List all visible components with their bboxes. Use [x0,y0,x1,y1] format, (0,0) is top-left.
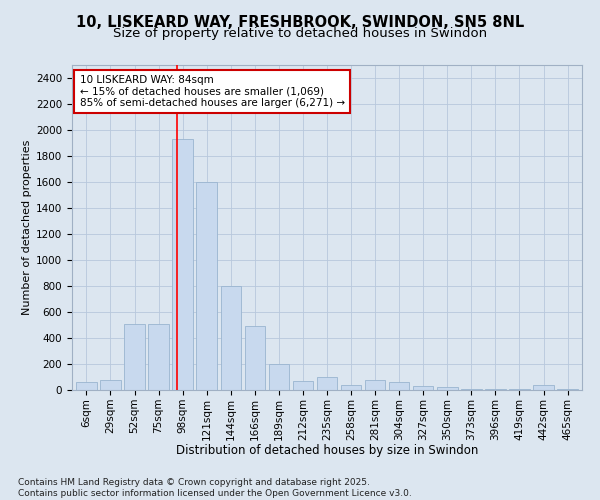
Bar [389,382,409,390]
Bar [461,388,482,390]
Bar [413,386,433,390]
Bar [533,385,554,390]
Text: 10, LISKEARD WAY, FRESHBROOK, SWINDON, SN5 8NL: 10, LISKEARD WAY, FRESHBROOK, SWINDON, S… [76,15,524,30]
Bar [341,385,361,390]
Bar [124,324,145,390]
X-axis label: Distribution of detached houses by size in Swindon: Distribution of detached houses by size … [176,444,478,457]
Bar [148,324,169,390]
Bar [172,139,193,390]
Bar [245,326,265,390]
Text: 10 LISKEARD WAY: 84sqm
← 15% of detached houses are smaller (1,069)
85% of semi-: 10 LISKEARD WAY: 84sqm ← 15% of detached… [80,74,345,108]
Y-axis label: Number of detached properties: Number of detached properties [22,140,32,315]
Bar [221,286,241,390]
Bar [365,380,385,390]
Bar [269,364,289,390]
Bar [293,381,313,390]
Bar [196,182,217,390]
Text: Size of property relative to detached houses in Swindon: Size of property relative to detached ho… [113,28,487,40]
Bar [76,382,97,390]
Bar [100,380,121,390]
Bar [317,377,337,390]
Text: Contains HM Land Registry data © Crown copyright and database right 2025.
Contai: Contains HM Land Registry data © Crown c… [18,478,412,498]
Bar [437,388,458,390]
